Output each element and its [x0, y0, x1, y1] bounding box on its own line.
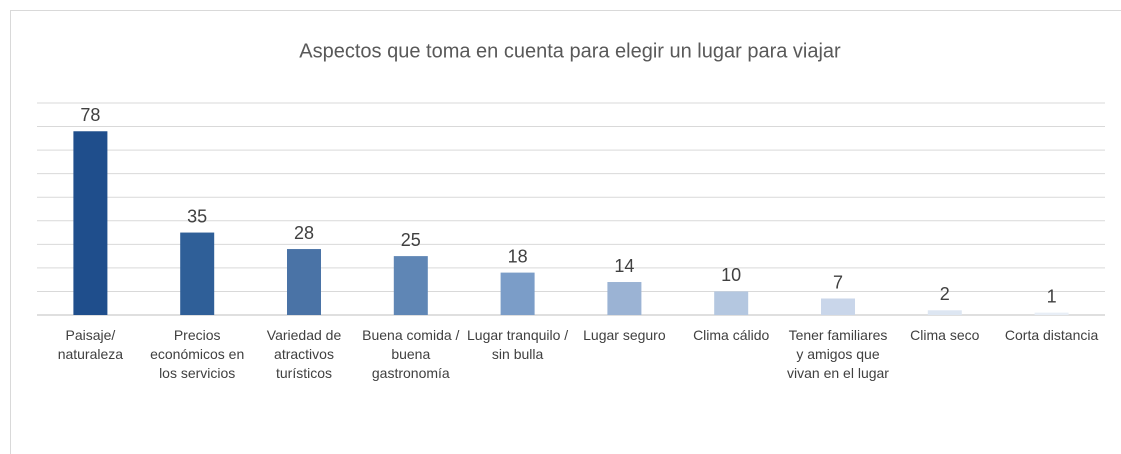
- x-tick-label: Corta distancia: [1004, 327, 1099, 343]
- data-label: 10: [721, 265, 741, 285]
- x-tick-label: Buena comida / buena gastronomía: [362, 327, 460, 381]
- x-tick-label: Clima seco: [910, 327, 980, 343]
- bar: [500, 272, 535, 315]
- x-tick-label: Variedad de atractivos turísticos: [266, 327, 342, 381]
- bar: [927, 310, 962, 315]
- chart-border: [10, 10, 1121, 454]
- data-label: 2: [940, 284, 950, 304]
- bar: [1034, 312, 1069, 315]
- data-label: 25: [401, 230, 421, 250]
- data-label: 14: [614, 256, 634, 276]
- bar: [180, 232, 215, 315]
- x-tick-label: Clima cálido: [693, 327, 770, 343]
- data-label: 7: [833, 272, 843, 292]
- chart-title: Aspectos que toma en cuenta para elegir …: [299, 40, 841, 62]
- bar: [821, 298, 855, 315]
- bar: [714, 291, 749, 315]
- bar: [73, 131, 108, 315]
- bar: [287, 249, 321, 315]
- x-tick-label: Precios económicos en los servicios: [150, 327, 245, 381]
- x-tick-label: Lugar tranquilo / sin bulla: [467, 327, 569, 362]
- x-tick-label: Tener familiares y amigos que vivan en e…: [787, 327, 889, 381]
- bar: [393, 256, 428, 315]
- data-label: 18: [508, 246, 528, 266]
- data-label: 78: [80, 105, 100, 125]
- data-label: 1: [1047, 286, 1057, 306]
- data-label: 35: [187, 206, 207, 226]
- x-tick-label: Paisaje/ naturaleza: [57, 327, 124, 362]
- x-tick-label: Lugar seguro: [583, 327, 666, 343]
- bar: [607, 282, 642, 315]
- data-label: 28: [294, 223, 314, 243]
